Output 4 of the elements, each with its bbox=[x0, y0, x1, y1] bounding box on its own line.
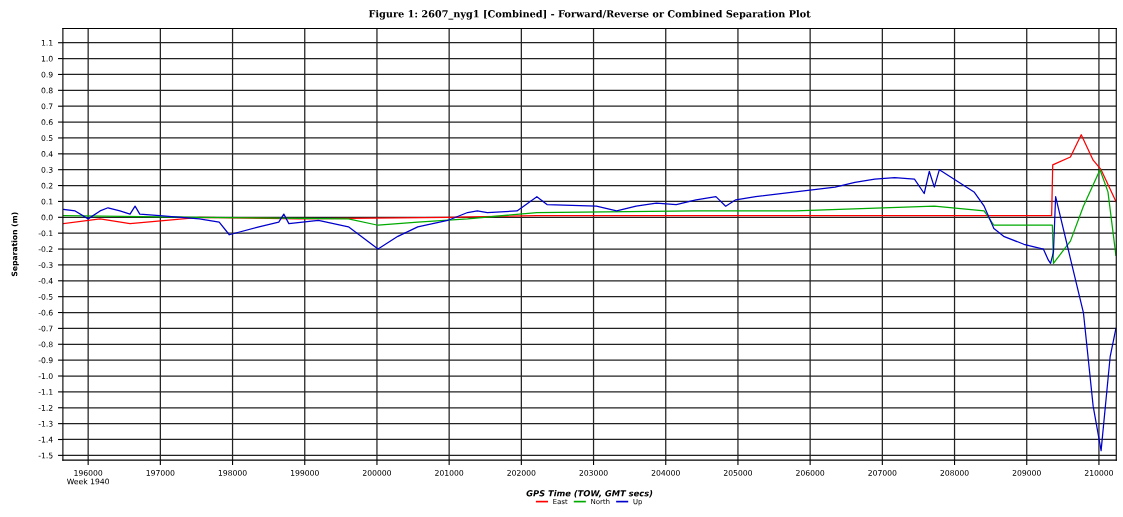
line-series bbox=[62, 169, 1117, 264]
chart-title: Figure 1: 2607_nyg1 [Combined] - Forward/Reverse or Combined Separation Plot bbox=[368, 9, 811, 20]
x-axis-title: GPS Time (TOW, GMT secs) bbox=[526, 489, 653, 498]
line-series bbox=[62, 169, 1117, 452]
